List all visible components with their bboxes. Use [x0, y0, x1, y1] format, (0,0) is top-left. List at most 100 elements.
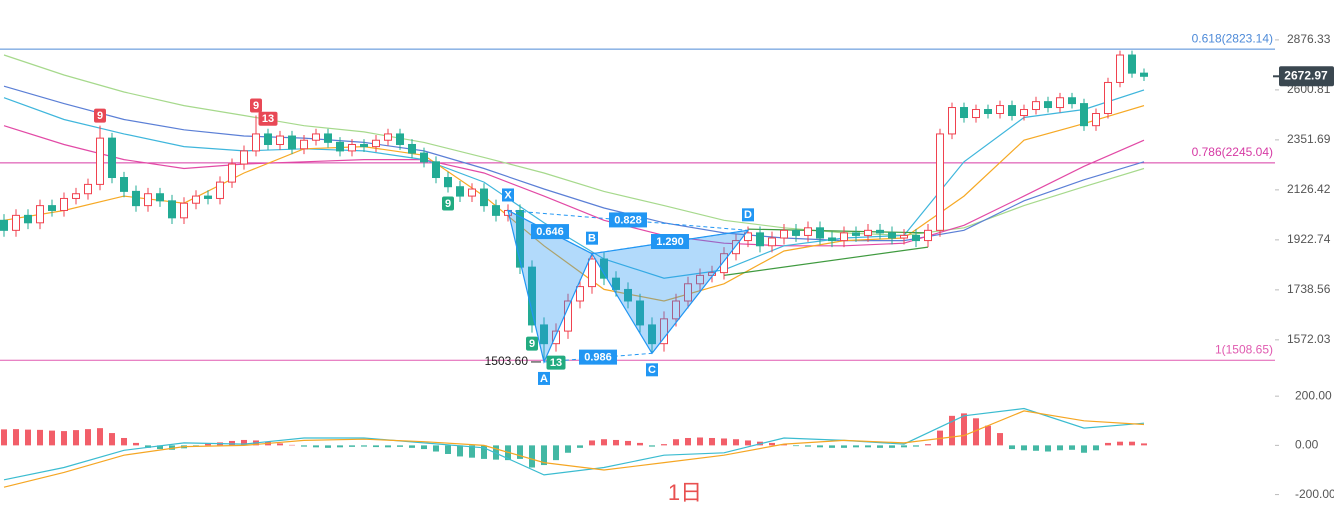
ratio-box [651, 234, 689, 250]
candle-body [336, 141, 344, 152]
macd-bar [145, 445, 151, 448]
candle-body [552, 330, 560, 345]
macd-bar [625, 440, 631, 446]
ratio-label: 1.290 [656, 236, 684, 248]
macd-bar [601, 439, 607, 446]
candle-body [372, 139, 380, 148]
macd-bar [1033, 445, 1039, 451]
macd-bar [577, 445, 583, 448]
candle-body [132, 190, 140, 207]
td-flag [258, 111, 278, 126]
macd-bar [781, 444, 787, 446]
point-label: A [540, 373, 548, 385]
td-flag [250, 98, 262, 113]
pattern-dash [507, 210, 593, 255]
candle-body [924, 229, 932, 242]
candle-body [156, 193, 164, 202]
candle-body [1104, 81, 1112, 115]
macd-tick-label: -200.00 [1295, 487, 1334, 501]
candle-body [756, 232, 764, 247]
td-label: 13 [550, 357, 562, 369]
ma-line [3, 89, 1145, 279]
macd-bar [817, 445, 823, 448]
td-flag [546, 355, 566, 370]
td-flag [526, 336, 538, 351]
macd-bar [457, 445, 463, 457]
macd-bar [1045, 445, 1051, 452]
point-label: C [648, 364, 656, 376]
candle-body [612, 277, 620, 290]
candle-body [1092, 113, 1100, 127]
macd-bar [73, 430, 79, 446]
candle-body [744, 232, 752, 242]
candle-body [792, 229, 800, 236]
candle-body [660, 318, 668, 345]
td-label: 13 [262, 113, 274, 125]
macd-bar [769, 442, 775, 446]
level-label: 0.618(2823.14) [1192, 31, 1273, 45]
candle-body [204, 195, 212, 199]
macd-bar [385, 445, 391, 448]
candle-body [252, 133, 260, 152]
candle-body [1140, 72, 1148, 77]
macd-bar [901, 445, 907, 448]
macd-bar [481, 445, 487, 459]
td-flag [442, 196, 454, 211]
candle-body [264, 133, 272, 145]
candle-body [540, 324, 548, 345]
macd-bar [721, 438, 727, 446]
macd-bar [1009, 445, 1015, 450]
macd-tick-label: 200.00 [1295, 388, 1332, 402]
point-label: B [588, 233, 596, 245]
candle-body [912, 234, 920, 242]
macd-bar [289, 444, 295, 446]
macd-tick-label: 0.00 [1295, 438, 1319, 452]
candle-body [228, 163, 236, 183]
candle-body [12, 214, 20, 231]
price-annotation: 1503.60 [485, 354, 529, 368]
candle-body [24, 214, 32, 224]
candle-body [324, 133, 332, 143]
candle-body [276, 135, 284, 145]
td-label: 9 [445, 198, 451, 210]
macd-dif [3, 407, 1145, 481]
td-label: 9 [97, 110, 103, 122]
macd-bar [925, 444, 931, 446]
candle-body [408, 143, 416, 154]
candle-body [120, 177, 128, 192]
candle-body [948, 107, 956, 135]
macd-bar [25, 429, 31, 446]
candle-body [900, 234, 908, 239]
macd-bar [373, 445, 379, 448]
trendline [747, 228, 929, 234]
candle-body [72, 193, 80, 199]
candle-body [828, 237, 836, 242]
candle-body [696, 274, 704, 285]
macd-bar [277, 443, 283, 446]
macd-bar [49, 430, 55, 446]
last-price-box [1279, 66, 1334, 87]
macd-bar [1093, 445, 1099, 451]
candle-body [996, 105, 1004, 115]
candle-body [720, 253, 728, 274]
macd-bar [649, 445, 655, 447]
candle-body [876, 229, 884, 234]
macd-bar [949, 415, 955, 446]
y-tick-label: 2126.42 [1287, 182, 1331, 196]
ma-line [3, 125, 1145, 247]
candle-body [936, 133, 944, 231]
macd-dea [3, 410, 1145, 488]
level-label: 1(1508.65) [1215, 342, 1273, 356]
candle-body [684, 283, 692, 302]
candle-body [624, 288, 632, 302]
candle-body [732, 240, 740, 255]
candle-body [384, 133, 392, 141]
point-label: X [504, 189, 512, 201]
candle-body [348, 143, 356, 152]
candle-body [588, 258, 596, 288]
macd-bar [877, 445, 883, 448]
td-label: 9 [253, 100, 259, 112]
macd-bar [493, 445, 499, 460]
candle-body [516, 209, 524, 268]
